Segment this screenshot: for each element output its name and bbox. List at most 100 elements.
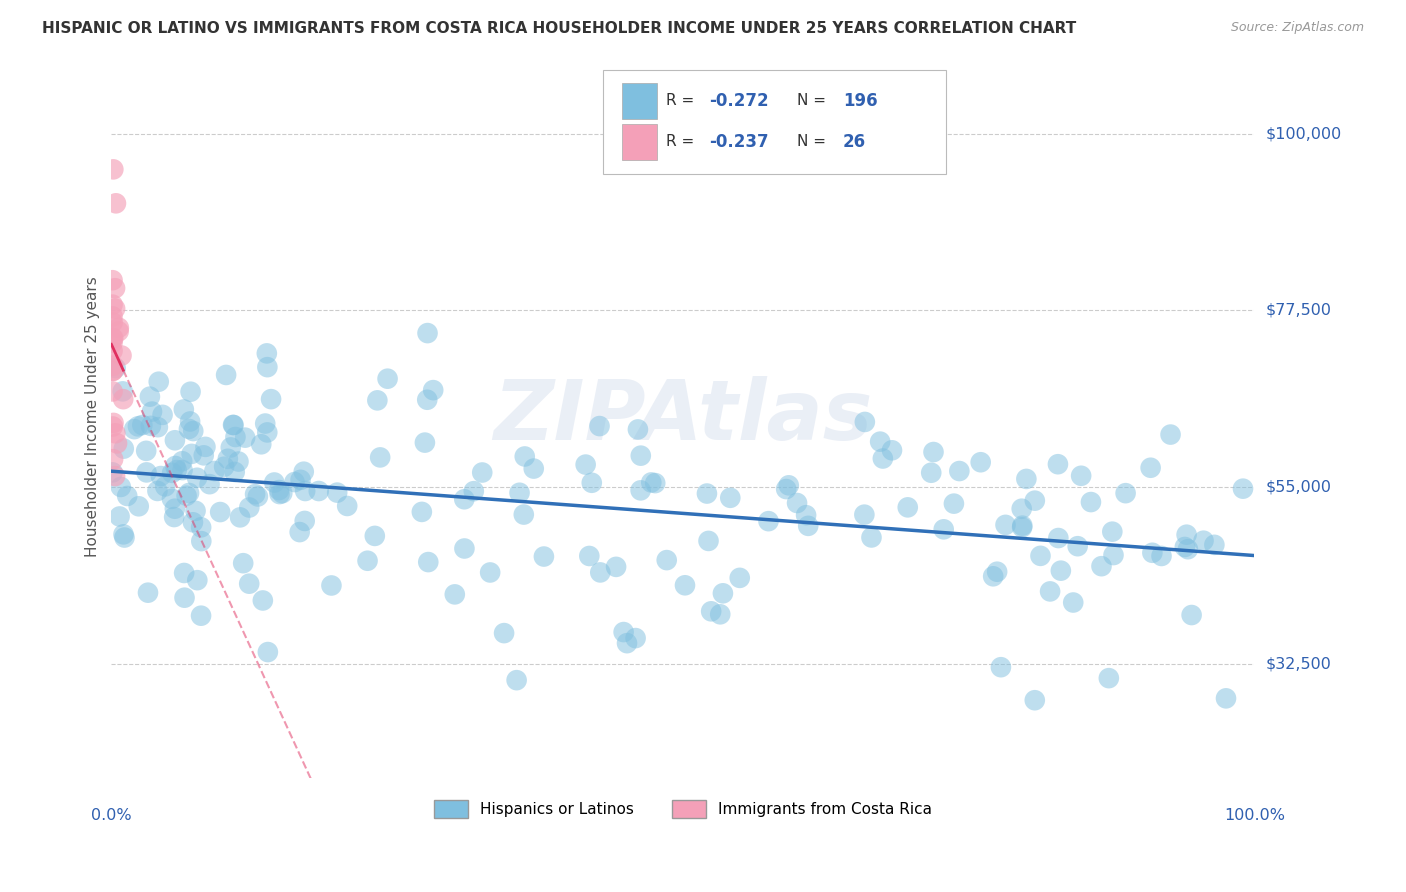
Point [981,569,1004,583]
Point [180,384,202,399]
Point [1066,539,1088,553]
Point [101,452,124,467]
Point [494,626,516,640]
Point [758,514,780,528]
Point [105,436,128,450]
Point [114,531,136,545]
Point [222,417,245,432]
Point [184,504,207,518]
Point [630,449,652,463]
Text: Source: ZipAtlas.com: Source: ZipAtlas.com [1230,21,1364,34]
Point [166,463,188,477]
Point [1232,482,1254,496]
Point [1070,468,1092,483]
Point [1029,549,1052,563]
FancyBboxPatch shape [623,124,657,160]
Point [155,479,177,493]
Point [190,608,212,623]
Point [1080,495,1102,509]
Point [101,466,124,480]
Point [1142,546,1164,560]
Point [700,604,723,618]
Point [112,442,135,456]
Point [1150,549,1173,563]
Point [479,566,502,580]
Point [411,505,433,519]
Point [209,505,232,519]
Point [135,443,157,458]
Point [233,431,256,445]
Point [1011,518,1033,533]
Text: 196: 196 [844,92,877,110]
Point [1015,472,1038,486]
Point [110,349,132,363]
Text: ZIPAtlas: ZIPAtlas [494,376,873,457]
Point [673,578,696,592]
Point [1215,691,1237,706]
Point [630,483,652,498]
Point [368,450,391,465]
Legend: Hispanics or Latinos, Immigrants from Costa Rica: Hispanics or Latinos, Immigrants from Co… [427,794,938,824]
Point [229,510,252,524]
Point [238,576,260,591]
Point [471,466,494,480]
Point [263,475,285,490]
Point [990,660,1012,674]
Point [1024,693,1046,707]
Point [418,555,440,569]
Point [222,417,245,432]
Point [1024,493,1046,508]
Point [422,383,444,397]
Point [165,458,187,473]
Point [853,415,876,429]
Point [149,469,172,483]
Point [267,483,290,497]
Point [163,501,186,516]
Point [453,492,475,507]
Point [215,368,238,382]
Point [920,466,942,480]
Point [778,478,800,492]
Point [104,301,127,316]
Text: -0.237: -0.237 [709,133,769,151]
Point [1174,540,1197,554]
Point [107,324,129,338]
Point [1011,520,1033,534]
Point [948,464,970,478]
Point [186,471,208,485]
Point [513,508,536,522]
Point [238,500,260,515]
Point [103,162,125,177]
Point [377,372,399,386]
Point [108,509,131,524]
Point [179,414,201,428]
Point [160,491,183,506]
Point [986,565,1008,579]
Point [146,483,169,498]
Point [366,393,388,408]
Point [463,484,485,499]
Point [224,430,246,444]
Point [1047,531,1070,545]
Point [336,499,359,513]
Point [794,508,817,523]
Point [655,553,678,567]
FancyBboxPatch shape [623,83,657,119]
Point [922,445,945,459]
Point [194,440,217,454]
Point [232,556,254,570]
Point [880,443,903,458]
Point [1160,427,1182,442]
Point [616,636,638,650]
Point [364,529,387,543]
Point [139,390,162,404]
Point [575,458,598,472]
Point [1050,564,1073,578]
Point [101,298,124,312]
Point [321,578,343,592]
Point [111,384,134,399]
Point [131,417,153,432]
Point [1011,501,1033,516]
Point [853,508,876,522]
Point [101,310,124,324]
